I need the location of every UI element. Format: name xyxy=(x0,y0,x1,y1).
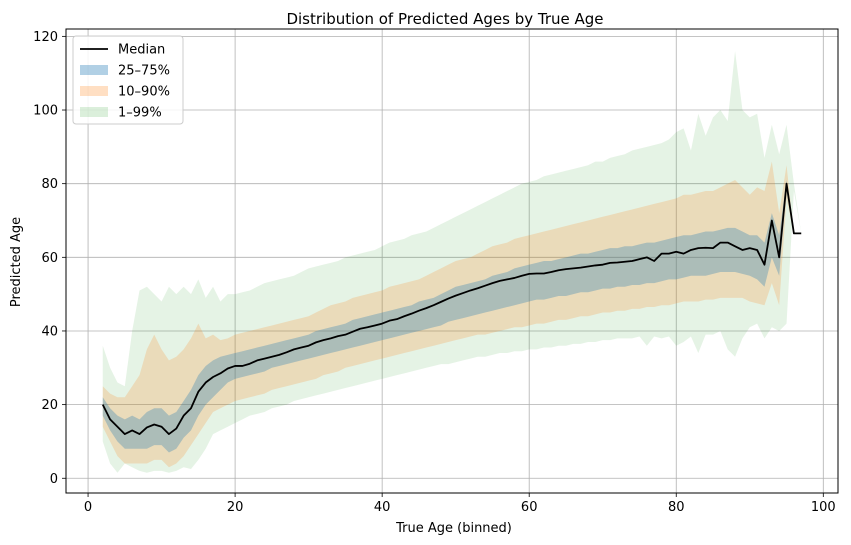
legend-swatch-25-75 xyxy=(80,65,108,75)
y-tick-label: 20 xyxy=(41,398,58,413)
x-tick-label: 40 xyxy=(374,500,391,515)
y-tick-label: 60 xyxy=(41,251,58,266)
chart-title: Distribution of Predicted Ages by True A… xyxy=(286,10,603,28)
x-tick-label: 60 xyxy=(521,500,538,515)
band-25-75 xyxy=(102,179,802,453)
legend-swatch-1-99 xyxy=(80,107,108,117)
legend-label-10-90: 10–90% xyxy=(118,85,170,100)
y-tick-label: 0 xyxy=(50,472,58,487)
y-ticks: 0 20 40 60 80 100 120 xyxy=(33,30,66,487)
legend-swatch-10-90 xyxy=(80,86,108,96)
legend-label-25-75: 25–75% xyxy=(118,64,170,79)
band-1-99 xyxy=(102,51,802,473)
legend: Median 25–75% 10–90% 1–99% xyxy=(72,35,184,125)
median-line-layer xyxy=(101,182,802,435)
band-10-90 xyxy=(102,161,802,468)
x-tick-label: 0 xyxy=(84,500,92,515)
bands xyxy=(102,51,802,473)
y-tick-label: 100 xyxy=(33,104,58,119)
x-tick-label: 80 xyxy=(668,500,685,515)
y-tick-label: 40 xyxy=(41,324,58,339)
y-tick-label: 120 xyxy=(33,30,58,45)
x-tick-label: 100 xyxy=(811,500,836,515)
legend-box xyxy=(72,35,184,125)
legend-label-1-99: 1–99% xyxy=(118,106,162,121)
grid xyxy=(66,29,838,493)
median-line xyxy=(101,182,802,435)
y-tick-label: 80 xyxy=(41,177,58,192)
y-axis-label: Predicted Age xyxy=(9,217,24,307)
legend-label-median: Median xyxy=(118,43,165,58)
x-axis-label: True Age (binned) xyxy=(395,521,512,536)
x-tick-label: 20 xyxy=(227,500,244,515)
x-ticks: 0 20 40 60 80 100 xyxy=(84,493,836,515)
plot-frame xyxy=(65,28,839,494)
